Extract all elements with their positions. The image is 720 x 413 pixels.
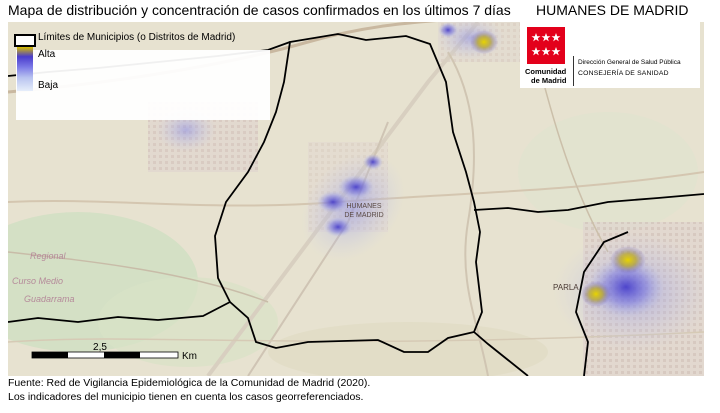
department-name: Dirección General de Salud Pública <box>578 59 681 66</box>
scale-value: 2,5 <box>93 342 107 353</box>
brand-box: Comunidad de Madrid Dirección General de… <box>520 22 700 88</box>
label-curso-medio: Curso Medio <box>12 276 63 286</box>
legend-boundary-label: Límites de Municipios (o Distritos de Ma… <box>38 32 236 43</box>
page-title: Mapa de distribución y concentración de … <box>8 2 511 18</box>
label-humanes-1: HUMANES <box>346 203 381 210</box>
ministry-name: CONSEJERÍA DE SANIDAD <box>578 70 669 77</box>
place-labels: HUMANES DE MADRID PARLA Regional Curso M… <box>12 203 579 304</box>
legend <box>16 50 270 120</box>
label-parla: PARLA <box>553 283 579 292</box>
source-text: Fuente: Red de Vigilancia Epidemiológica… <box>8 377 371 389</box>
legend-high-label: Alta <box>38 49 56 60</box>
note-text: Los indicadores del municipio tienen en … <box>8 391 364 403</box>
brand-name-line1: Comunidad <box>525 67 567 76</box>
scale-unit: Km <box>182 351 197 362</box>
label-regional: Regional <box>30 251 67 261</box>
label-guadarrama: Guadarrama <box>24 294 75 304</box>
brand-divider <box>573 56 574 86</box>
scale-bar: 2,5 Km <box>31 342 197 362</box>
legend-low-label: Baja <box>38 80 59 91</box>
density-gradient-swatch <box>17 47 33 91</box>
municipality-name: HUMANES DE MADRID <box>536 2 689 18</box>
humanes-boundary <box>214 33 483 353</box>
label-humanes-2: DE MADRID <box>344 212 383 219</box>
comunidad-madrid-logo <box>527 27 565 64</box>
brand-name-line2: de Madrid <box>531 76 567 85</box>
boundary-swatch <box>14 34 36 47</box>
legend-content: Límites de Municipios (o Distritos de Ma… <box>8 28 262 98</box>
